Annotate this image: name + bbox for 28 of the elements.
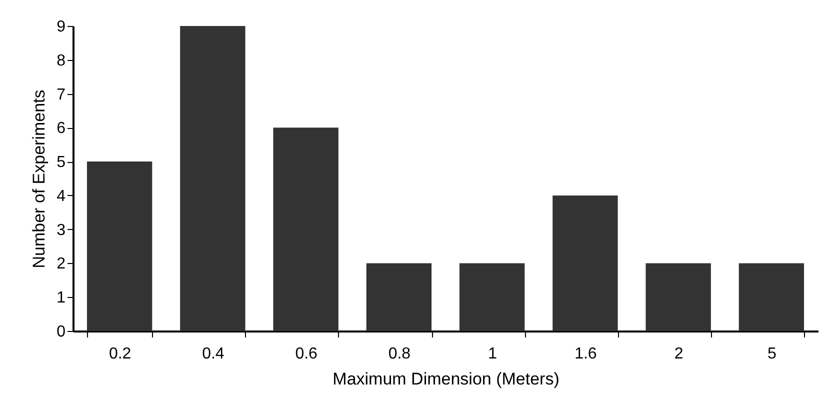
y-tick-label: 1	[56, 290, 66, 307]
bar	[738, 263, 804, 331]
bar	[646, 263, 711, 331]
y-tick-label: 6	[56, 120, 66, 138]
x-tick-label: 2	[674, 346, 684, 362]
x-tick-label: 5	[767, 346, 776, 362]
bar	[459, 263, 525, 331]
x-tick-label: 0.8	[388, 346, 411, 362]
bar	[552, 195, 618, 331]
x-tick-label: 1	[488, 346, 498, 362]
y-tick-label: 4	[56, 188, 66, 205]
x-tick-label: 0.4	[202, 346, 224, 362]
x-axis-title: Maximum Dimension (Meters)	[332, 370, 560, 388]
y-tick-label: 3	[56, 222, 66, 239]
y-tick-label: 9	[56, 18, 66, 36]
y-tick-label: 2	[56, 256, 66, 273]
y-tick-label: 5	[56, 154, 66, 172]
y-tick-label: 0	[56, 324, 66, 340]
y-tick-label: 7	[56, 86, 66, 104]
x-tick-label: 0.6	[295, 346, 318, 362]
y-tick-label: 8	[56, 52, 66, 70]
bar	[180, 26, 246, 331]
bar	[273, 128, 338, 331]
x-tick-label: 0.2	[108, 346, 132, 362]
bar	[366, 263, 432, 331]
bar	[86, 162, 152, 331]
x-tick-label: 1.6	[574, 346, 597, 362]
y-axis-title: Number of Experiments	[30, 90, 49, 268]
